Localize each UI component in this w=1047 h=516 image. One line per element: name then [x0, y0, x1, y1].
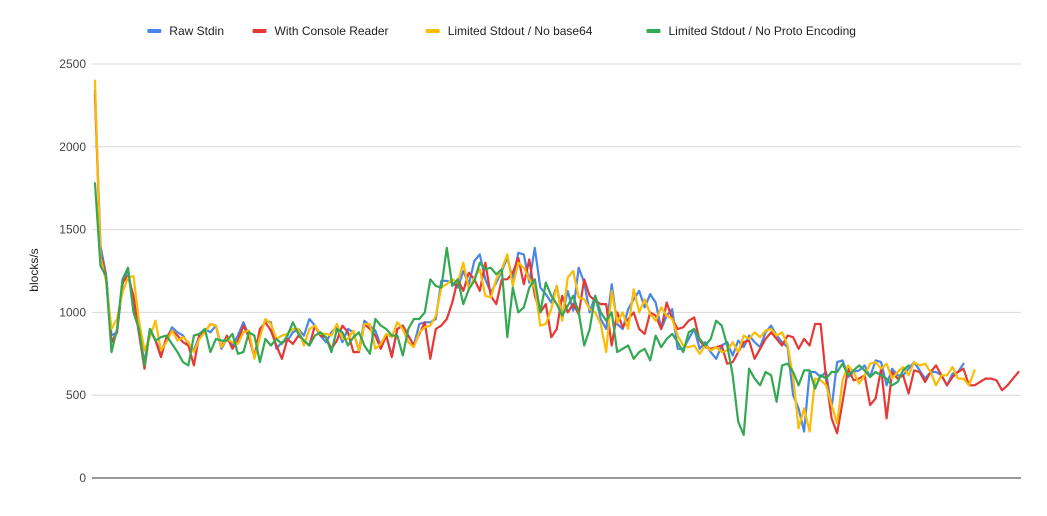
legend-label-limited-stdout-no-proto-encoding: Limited Stdout / No Proto Encoding — [669, 24, 856, 38]
series-line-raw-stdin — [93, 89, 965, 433]
y-tick-label: 2000 — [59, 140, 86, 154]
legend-swatch-with-console-reader — [252, 29, 267, 33]
legend-swatch-raw-stdin — [147, 29, 162, 33]
legend-label-limited-stdout-no-base64: Limited Stdout / No base64 — [448, 24, 593, 38]
y-axis-title: blocks/s — [27, 248, 41, 291]
legend-label-raw-stdin: Raw Stdin — [169, 24, 224, 38]
legend-swatch-limited-stdout-no-base64 — [425, 29, 440, 33]
y-tick-label: 2500 — [59, 57, 86, 71]
series-line-limited-stdout-no-proto-encoding — [93, 182, 910, 436]
gridlines — [92, 63, 1021, 396]
y-tick-label: 0 — [79, 471, 86, 485]
y-tick-label: 1000 — [59, 305, 86, 319]
plot-area — [93, 79, 1020, 436]
legend: Raw Stdin With Console Reader Limited Stdo… — [147, 24, 856, 38]
y-tick-label: 1500 — [59, 223, 86, 237]
y-axis: 0 500 1000 1500 2000 2500 — [59, 57, 86, 485]
y-tick-label: 500 — [66, 388, 86, 402]
legend-swatch-limited-stdout-no-proto-encoding — [646, 29, 661, 33]
series-line-with-console-reader — [93, 92, 1020, 435]
legend-label-with-console-reader: With Console Reader — [275, 24, 389, 38]
series-line-limited-stdout-no-base64 — [93, 79, 976, 433]
